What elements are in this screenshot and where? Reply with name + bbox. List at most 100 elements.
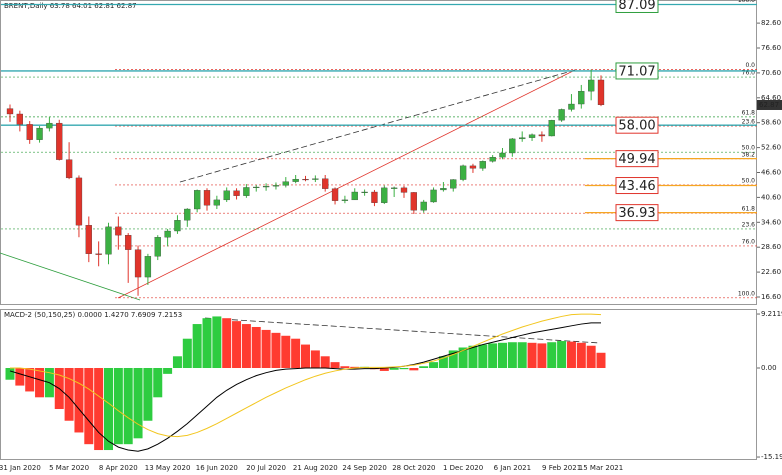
histogram-bar xyxy=(163,368,173,374)
histogram-bar xyxy=(281,335,291,369)
candle-body xyxy=(243,187,250,196)
histogram-bar xyxy=(576,342,586,369)
histogram-bar xyxy=(488,343,498,369)
level-box xyxy=(615,204,659,222)
macd-line xyxy=(10,313,602,438)
last-price-box xyxy=(757,99,782,110)
candle-body xyxy=(528,134,536,138)
y-tick-label: 64.60 xyxy=(761,94,781,102)
histogram-bar xyxy=(94,368,104,451)
candle-body xyxy=(312,178,319,180)
histogram-bar xyxy=(399,368,409,370)
candle-body xyxy=(134,249,142,278)
histogram-bar xyxy=(222,318,232,369)
y-tick-label: 52.60 xyxy=(761,144,781,152)
candle-body xyxy=(95,253,102,255)
histogram-bar xyxy=(261,329,271,369)
y-tick-label: 22.60 xyxy=(761,268,781,276)
histogram-bar xyxy=(123,368,133,445)
fib-label: 61.8 xyxy=(742,206,756,213)
candle-body xyxy=(450,179,457,189)
candle-body xyxy=(578,91,585,105)
fib-label: 50.0 xyxy=(742,145,756,152)
x-tick-label: 5 Mar 2020 xyxy=(49,464,89,472)
candle-body xyxy=(105,226,112,255)
candle-body xyxy=(430,189,437,203)
candle-body xyxy=(184,208,191,221)
histogram-bar xyxy=(517,342,527,369)
candle-body xyxy=(272,185,280,187)
candle-body xyxy=(144,256,152,278)
histogram-bar xyxy=(251,326,261,369)
fib-label: 23.6 xyxy=(742,119,756,126)
y-tick-label: 34.60 xyxy=(761,218,781,226)
candle-body xyxy=(115,226,122,236)
candle-body xyxy=(46,122,53,129)
histogram-bar xyxy=(478,344,488,369)
histogram-bar xyxy=(35,368,45,398)
candle-body xyxy=(75,177,83,226)
x-tick-label: 24 Sep 2020 xyxy=(342,464,386,472)
histogram-bar xyxy=(458,347,468,369)
y-tick-label: 0.00 xyxy=(761,364,777,372)
trend-line xyxy=(117,69,576,299)
histogram-bar xyxy=(291,338,301,369)
histogram-bar xyxy=(232,321,242,369)
histogram-bar xyxy=(192,324,202,369)
candle-body xyxy=(26,124,33,140)
candle-body xyxy=(499,152,506,158)
candle-body xyxy=(6,108,14,115)
fib-label: 0.0 xyxy=(745,62,755,69)
histogram-bar xyxy=(104,368,113,451)
histogram-bar xyxy=(527,342,537,369)
y-tick-label: 9.2119 xyxy=(761,310,782,318)
last-price: 62.87 xyxy=(759,101,779,109)
y-tick-label: 46.60 xyxy=(761,169,781,177)
histogram-bar xyxy=(182,338,192,369)
histogram-bar xyxy=(212,316,222,369)
y-tick-label: 40.60 xyxy=(761,193,781,201)
histogram-bar xyxy=(241,324,251,369)
candle-body xyxy=(56,122,63,160)
candle-body xyxy=(213,199,221,206)
candle-body xyxy=(341,199,349,201)
candle-body xyxy=(85,225,92,254)
candle-body xyxy=(174,220,181,232)
candle-body xyxy=(420,201,427,211)
histogram-bar xyxy=(330,362,340,369)
y-tick-label: 76.60 xyxy=(761,44,781,52)
histogram-bar xyxy=(566,341,576,369)
level-box xyxy=(615,150,659,168)
indicator-title: MACD-2 (50,150,25) 0.0000 1.4270 7.6909 … xyxy=(4,311,182,319)
candle-body xyxy=(125,235,132,250)
histogram-bar xyxy=(320,356,330,369)
x-tick-label: 1 Dec 2020 xyxy=(443,464,483,472)
candle-body xyxy=(459,165,467,180)
histogram-bar xyxy=(547,342,557,369)
histogram-bar xyxy=(15,368,25,386)
histogram-bar xyxy=(419,366,429,369)
x-tick-label: 28 Oct 2020 xyxy=(392,464,435,472)
histogram-bar xyxy=(5,368,15,380)
candle-body xyxy=(538,134,546,137)
trend-line xyxy=(204,317,601,344)
fib-label: 100.0 xyxy=(738,290,755,297)
candle-body xyxy=(548,120,555,137)
histogram-bar xyxy=(409,368,419,371)
candle-body xyxy=(371,191,378,203)
histogram-bar xyxy=(301,344,310,369)
macd-line xyxy=(9,322,601,452)
fib-label: 61.8 xyxy=(742,109,756,116)
candle-body xyxy=(588,79,595,92)
candle-body xyxy=(469,165,477,169)
histogram-bar xyxy=(64,368,74,421)
candle-body xyxy=(489,156,496,162)
candle-body xyxy=(292,178,299,182)
histogram-bar xyxy=(498,342,507,369)
candle-body xyxy=(410,192,418,211)
histogram-bar xyxy=(468,345,478,369)
candle-body xyxy=(519,137,526,140)
candle-body xyxy=(400,187,408,193)
histogram-bar xyxy=(271,332,281,369)
